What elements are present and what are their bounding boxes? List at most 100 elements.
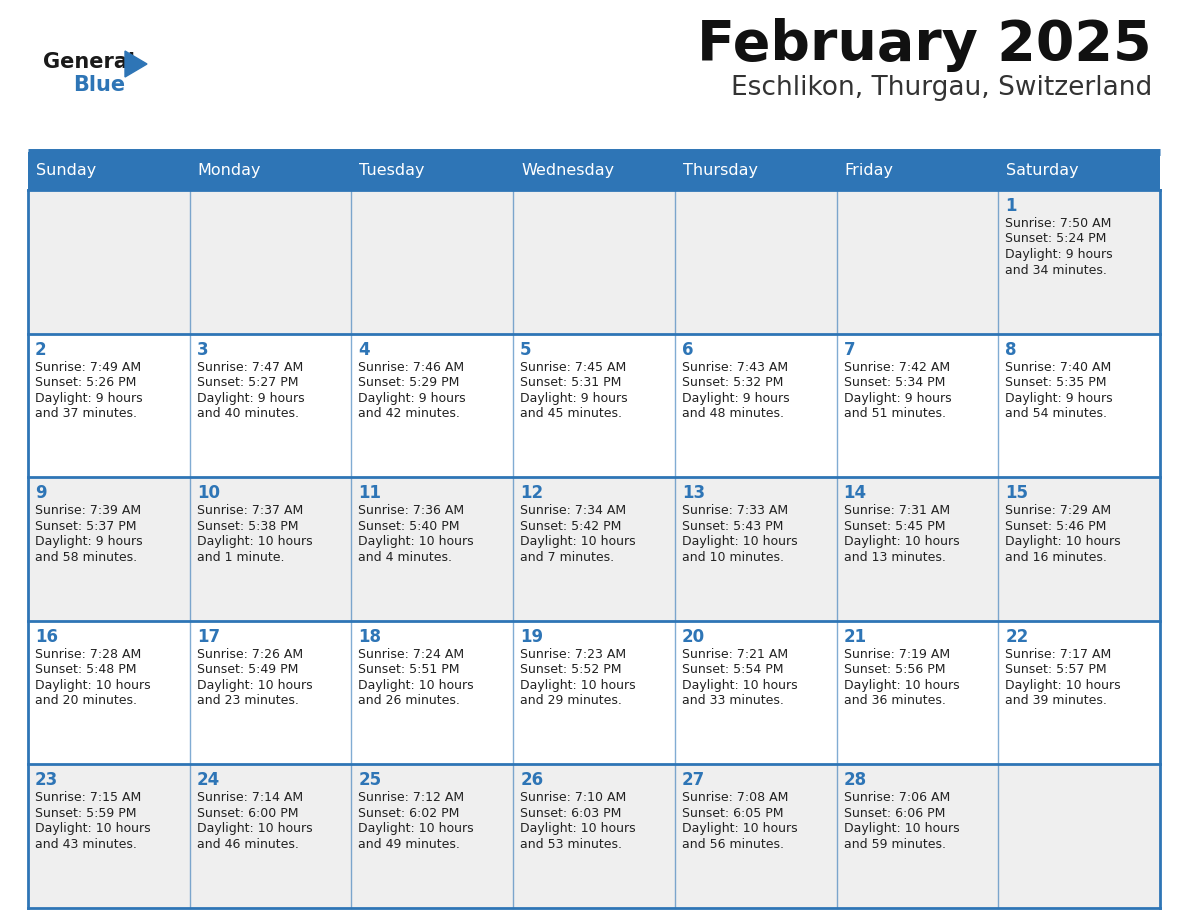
Text: 24: 24: [197, 771, 220, 789]
Text: and 56 minutes.: and 56 minutes.: [682, 838, 784, 851]
Text: Daylight: 10 hours: Daylight: 10 hours: [197, 678, 312, 692]
Text: Sunrise: 7:28 AM: Sunrise: 7:28 AM: [34, 648, 141, 661]
Text: Sunset: 6:02 PM: Sunset: 6:02 PM: [359, 807, 460, 820]
Text: and 29 minutes.: and 29 minutes.: [520, 694, 623, 707]
Text: Sunset: 5:31 PM: Sunset: 5:31 PM: [520, 376, 621, 389]
Text: 25: 25: [359, 771, 381, 789]
Text: Daylight: 9 hours: Daylight: 9 hours: [520, 392, 627, 405]
Text: 8: 8: [1005, 341, 1017, 359]
Text: Daylight: 10 hours: Daylight: 10 hours: [520, 678, 636, 692]
Text: Sunrise: 7:36 AM: Sunrise: 7:36 AM: [359, 504, 465, 517]
Text: and 4 minutes.: and 4 minutes.: [359, 551, 453, 564]
Text: 2: 2: [34, 341, 46, 359]
Text: and 39 minutes.: and 39 minutes.: [1005, 694, 1107, 707]
Text: Sunrise: 7:37 AM: Sunrise: 7:37 AM: [197, 504, 303, 517]
Text: General: General: [43, 52, 135, 72]
Text: and 34 minutes.: and 34 minutes.: [1005, 263, 1107, 276]
Text: Daylight: 9 hours: Daylight: 9 hours: [34, 392, 143, 405]
Text: 19: 19: [520, 628, 543, 645]
Text: Sunset: 6:03 PM: Sunset: 6:03 PM: [520, 807, 621, 820]
Text: Sunset: 5:54 PM: Sunset: 5:54 PM: [682, 664, 783, 677]
Text: 22: 22: [1005, 628, 1029, 645]
Text: and 58 minutes.: and 58 minutes.: [34, 551, 137, 564]
Text: Daylight: 10 hours: Daylight: 10 hours: [34, 678, 151, 692]
Text: Daylight: 10 hours: Daylight: 10 hours: [359, 535, 474, 548]
Text: Sunset: 5:35 PM: Sunset: 5:35 PM: [1005, 376, 1107, 389]
Text: Sunrise: 7:45 AM: Sunrise: 7:45 AM: [520, 361, 626, 374]
Text: Sunrise: 7:06 AM: Sunrise: 7:06 AM: [843, 791, 950, 804]
Text: 28: 28: [843, 771, 867, 789]
Text: Sunset: 5:57 PM: Sunset: 5:57 PM: [1005, 664, 1107, 677]
Text: 4: 4: [359, 341, 369, 359]
Bar: [29, 477, 1159, 621]
Text: 5: 5: [520, 341, 532, 359]
Text: Sunrise: 7:31 AM: Sunrise: 7:31 AM: [843, 504, 949, 517]
Text: 12: 12: [520, 484, 543, 502]
Text: and 16 minutes.: and 16 minutes.: [1005, 551, 1107, 564]
Text: Daylight: 9 hours: Daylight: 9 hours: [34, 535, 143, 548]
Text: Daylight: 10 hours: Daylight: 10 hours: [197, 535, 312, 548]
Text: and 36 minutes.: and 36 minutes.: [843, 694, 946, 707]
Text: February 2025: February 2025: [697, 18, 1152, 72]
Text: Daylight: 10 hours: Daylight: 10 hours: [843, 535, 959, 548]
Text: Sunset: 6:00 PM: Sunset: 6:00 PM: [197, 807, 298, 820]
Bar: [29, 152, 1159, 190]
Bar: [29, 333, 1159, 477]
Text: and 54 minutes.: and 54 minutes.: [1005, 407, 1107, 420]
Text: and 13 minutes.: and 13 minutes.: [843, 551, 946, 564]
Text: Saturday: Saturday: [1006, 163, 1079, 178]
Text: Daylight: 10 hours: Daylight: 10 hours: [359, 678, 474, 692]
Text: 15: 15: [1005, 484, 1029, 502]
Text: Sunset: 5:24 PM: Sunset: 5:24 PM: [1005, 232, 1107, 245]
Text: Sunset: 5:51 PM: Sunset: 5:51 PM: [359, 664, 460, 677]
Text: Sunset: 5:42 PM: Sunset: 5:42 PM: [520, 520, 621, 532]
Text: Sunrise: 7:19 AM: Sunrise: 7:19 AM: [843, 648, 949, 661]
Text: Tuesday: Tuesday: [360, 163, 425, 178]
Text: and 7 minutes.: and 7 minutes.: [520, 551, 614, 564]
Polygon shape: [125, 51, 147, 77]
Text: 20: 20: [682, 628, 704, 645]
Text: Sunrise: 7:34 AM: Sunrise: 7:34 AM: [520, 504, 626, 517]
Text: Sunday: Sunday: [36, 163, 96, 178]
Text: Daylight: 10 hours: Daylight: 10 hours: [682, 678, 797, 692]
Text: and 43 minutes.: and 43 minutes.: [34, 838, 137, 851]
Text: 6: 6: [682, 341, 694, 359]
Text: Daylight: 10 hours: Daylight: 10 hours: [1005, 535, 1121, 548]
Text: 3: 3: [197, 341, 208, 359]
Text: and 1 minute.: and 1 minute.: [197, 551, 284, 564]
Text: and 53 minutes.: and 53 minutes.: [520, 838, 623, 851]
Text: Daylight: 9 hours: Daylight: 9 hours: [682, 392, 790, 405]
Text: Daylight: 9 hours: Daylight: 9 hours: [843, 392, 952, 405]
Text: 14: 14: [843, 484, 867, 502]
Text: Daylight: 9 hours: Daylight: 9 hours: [197, 392, 304, 405]
Text: 27: 27: [682, 771, 706, 789]
Text: Sunset: 5:40 PM: Sunset: 5:40 PM: [359, 520, 460, 532]
Text: Sunrise: 7:40 AM: Sunrise: 7:40 AM: [1005, 361, 1112, 374]
Text: and 37 minutes.: and 37 minutes.: [34, 407, 137, 420]
Text: Daylight: 10 hours: Daylight: 10 hours: [682, 535, 797, 548]
Text: Sunrise: 7:26 AM: Sunrise: 7:26 AM: [197, 648, 303, 661]
Text: Sunrise: 7:33 AM: Sunrise: 7:33 AM: [682, 504, 788, 517]
Text: Daylight: 10 hours: Daylight: 10 hours: [682, 823, 797, 835]
Text: Sunrise: 7:39 AM: Sunrise: 7:39 AM: [34, 504, 141, 517]
Text: Sunset: 5:45 PM: Sunset: 5:45 PM: [843, 520, 946, 532]
Text: 16: 16: [34, 628, 58, 645]
Text: and 49 minutes.: and 49 minutes.: [359, 838, 460, 851]
Bar: [29, 765, 1159, 908]
Text: and 33 minutes.: and 33 minutes.: [682, 694, 784, 707]
Text: Sunrise: 7:15 AM: Sunrise: 7:15 AM: [34, 791, 141, 804]
Text: 1: 1: [1005, 197, 1017, 215]
Text: Sunset: 5:29 PM: Sunset: 5:29 PM: [359, 376, 460, 389]
Text: Sunrise: 7:47 AM: Sunrise: 7:47 AM: [197, 361, 303, 374]
Text: and 10 minutes.: and 10 minutes.: [682, 551, 784, 564]
Text: and 42 minutes.: and 42 minutes.: [359, 407, 460, 420]
Text: and 23 minutes.: and 23 minutes.: [197, 694, 298, 707]
Text: and 20 minutes.: and 20 minutes.: [34, 694, 137, 707]
Text: Daylight: 10 hours: Daylight: 10 hours: [1005, 678, 1121, 692]
Text: 10: 10: [197, 484, 220, 502]
Text: 11: 11: [359, 484, 381, 502]
Text: Sunrise: 7:29 AM: Sunrise: 7:29 AM: [1005, 504, 1112, 517]
Text: Sunset: 5:27 PM: Sunset: 5:27 PM: [197, 376, 298, 389]
Text: Sunset: 5:38 PM: Sunset: 5:38 PM: [197, 520, 298, 532]
Text: Friday: Friday: [845, 163, 893, 178]
